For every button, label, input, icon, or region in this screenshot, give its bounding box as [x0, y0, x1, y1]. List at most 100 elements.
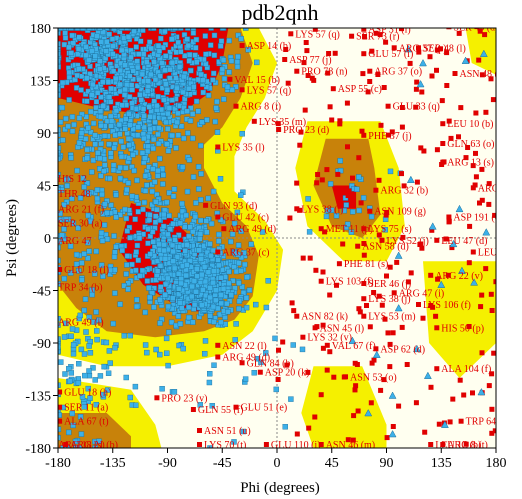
residue-point	[356, 174, 362, 180]
residue-point	[59, 232, 65, 239]
residue-point	[272, 335, 278, 342]
residue-point	[76, 115, 83, 121]
residue-point	[93, 248, 100, 255]
residue-point	[169, 36, 175, 42]
labelled-residue-marker	[197, 442, 202, 447]
residue-point	[79, 394, 86, 400]
outlier-point	[486, 383, 492, 389]
labelled-residue-marker	[373, 346, 379, 352]
residue-point	[80, 175, 87, 181]
residue-point	[112, 290, 118, 296]
residue-point	[73, 251, 80, 258]
residue-point	[109, 51, 116, 57]
residue-point	[157, 263, 164, 269]
residue-point	[106, 141, 112, 148]
residue-label: GLU 42 (c)	[222, 213, 269, 224]
x-tick-label: 45	[325, 456, 339, 471]
residue-point	[58, 238, 62, 245]
residue-point	[180, 135, 187, 142]
residue-point	[211, 52, 218, 58]
residue-point	[119, 102, 125, 109]
residue-point	[90, 28, 97, 31]
glycine-point	[440, 420, 449, 428]
labelled-residue-marker	[215, 354, 221, 360]
residue-point	[58, 344, 61, 351]
residue-point	[126, 155, 133, 161]
outlier-point	[331, 374, 337, 380]
residue-point	[211, 362, 217, 368]
residue-point	[231, 439, 237, 445]
residue-label: SER 46 (j)	[368, 279, 411, 290]
residue-point	[164, 141, 170, 148]
residue-point	[182, 248, 188, 254]
outlier-point	[327, 104, 333, 110]
residue-point	[127, 234, 133, 241]
residue-point	[110, 68, 117, 75]
residue-point	[76, 34, 83, 40]
residue-point	[343, 202, 349, 208]
residue-point	[58, 187, 61, 194]
residue-point	[263, 304, 270, 311]
residue-label: LYS 106 (f)	[423, 300, 471, 311]
residue-point	[145, 226, 151, 232]
residue-point	[202, 33, 209, 39]
residue-label: SER 73 (r)	[356, 32, 399, 43]
residue-point	[238, 228, 244, 234]
residue-point	[150, 239, 157, 245]
residue-point	[290, 342, 296, 348]
glycine-point	[394, 251, 403, 259]
residue-point	[245, 47, 251, 53]
outlier-point	[378, 122, 384, 128]
outlier-point	[300, 255, 306, 261]
glycine-point	[449, 239, 458, 248]
residue-point	[166, 212, 172, 219]
outlier-point	[350, 437, 356, 443]
residue-point	[228, 238, 234, 245]
residue-point	[254, 356, 261, 362]
labelled-residue-marker	[58, 418, 63, 424]
residue-point	[166, 329, 172, 335]
residue-point	[77, 195, 84, 201]
residue-label: LYS 38 (i)	[301, 204, 343, 215]
residue-point	[136, 51, 142, 57]
residue-point	[132, 383, 139, 390]
residue-point	[100, 391, 106, 398]
labelled-residue-marker	[361, 28, 367, 32]
residue-label: GLN 55 (f)	[198, 405, 244, 416]
residue-label: ARG 22 (v)	[435, 271, 483, 282]
residue-point	[306, 229, 313, 235]
residue-point	[58, 57, 61, 64]
residue-point	[327, 181, 334, 187]
labelled-residue-marker	[367, 68, 373, 74]
residue-point	[117, 164, 123, 171]
outlier-point	[291, 308, 297, 314]
residue-point	[216, 231, 222, 238]
residue-point	[73, 85, 80, 91]
residue-label: LYS 53 (m)	[368, 312, 415, 323]
residue-point	[221, 96, 227, 102]
outlier-point	[352, 387, 358, 393]
residue-point	[208, 220, 215, 227]
outlier-point	[345, 193, 351, 198]
residue-point	[126, 111, 132, 117]
residue-point	[58, 131, 61, 138]
residue-point	[221, 75, 228, 82]
residue-point	[192, 52, 198, 58]
glycine-point	[388, 429, 397, 438]
residue-point	[84, 180, 91, 186]
outlier-point	[463, 441, 469, 447]
residue-point	[184, 188, 191, 195]
residue-point	[144, 182, 150, 188]
outlier-point	[334, 282, 339, 288]
x-tick-label: -180	[45, 456, 71, 471]
residue-point	[207, 294, 213, 301]
residue-point	[215, 262, 222, 269]
residue-point	[337, 167, 344, 174]
residue-point	[124, 253, 131, 259]
residue-point	[173, 145, 179, 151]
residue-point	[163, 81, 169, 87]
residue-point	[210, 188, 217, 195]
residue-point	[136, 76, 142, 83]
outlier-point	[436, 421, 442, 427]
residue-point	[108, 118, 115, 124]
